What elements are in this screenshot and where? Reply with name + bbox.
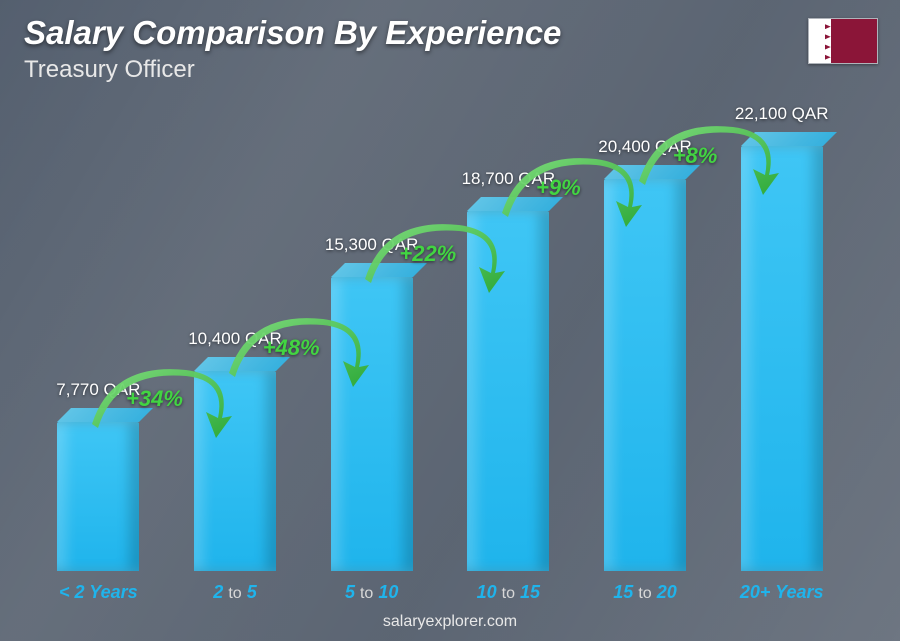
qatar-flag-icon bbox=[808, 18, 878, 64]
bar-column: 15,300 QAR5 to 10 bbox=[303, 100, 440, 571]
bar bbox=[741, 146, 823, 571]
bar-column: 20,400 QAR15 to 20 bbox=[577, 100, 714, 571]
bar-column: 10,400 QAR2 to 5 bbox=[167, 100, 304, 571]
bar-category-label: 15 to 20 bbox=[575, 582, 715, 603]
bar-category-label: 5 to 10 bbox=[302, 582, 442, 603]
bar bbox=[57, 422, 139, 571]
bar-column: 18,700 QAR10 to 15 bbox=[440, 100, 577, 571]
bar bbox=[331, 277, 413, 571]
bar-chart: 7,770 QAR< 2 Years10,400 QAR2 to 515,300… bbox=[30, 100, 850, 571]
chart-canvas: Salary Comparison By Experience Treasury… bbox=[0, 0, 900, 641]
bar-value-label: 15,300 QAR bbox=[302, 235, 442, 255]
bar-category-label: < 2 Years bbox=[28, 582, 168, 603]
bar bbox=[194, 371, 276, 571]
footer-source: salaryexplorer.com bbox=[0, 613, 900, 631]
bar-value-label: 18,700 QAR bbox=[438, 169, 578, 189]
bar-value-label: 22,100 QAR bbox=[712, 104, 852, 124]
chart-subtitle: Treasury Officer bbox=[24, 56, 195, 84]
bar bbox=[467, 211, 549, 571]
bar-column: 22,100 QAR20+ Years bbox=[713, 100, 850, 571]
bar-value-label: 10,400 QAR bbox=[165, 329, 305, 349]
bar-column: 7,770 QAR< 2 Years bbox=[30, 100, 167, 571]
bar-category-label: 10 to 15 bbox=[438, 582, 578, 603]
chart-title: Salary Comparison By Experience bbox=[24, 14, 561, 52]
bar-value-label: 7,770 QAR bbox=[28, 380, 168, 400]
bar-value-label: 20,400 QAR bbox=[575, 137, 715, 157]
bar-category-label: 20+ Years bbox=[712, 582, 852, 603]
bar bbox=[604, 179, 686, 571]
bar-category-label: 2 to 5 bbox=[165, 582, 305, 603]
